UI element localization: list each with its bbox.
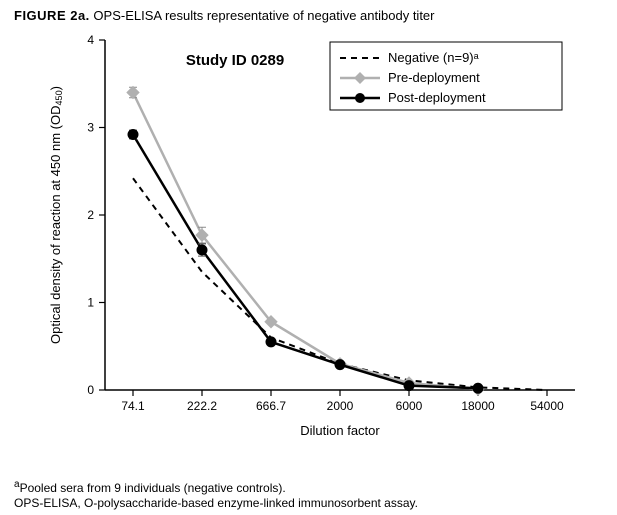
footnote-2: OPS-ELISA, O-polysaccharide-based enzyme… — [14, 496, 418, 510]
figure-caption: OPS-ELISA results representative of nega… — [93, 8, 434, 23]
svg-text:Dilution factor: Dilution factor — [300, 423, 380, 438]
svg-text:Study ID 0289: Study ID 0289 — [186, 52, 284, 69]
figure-title: FIGURE 2a. OPS-ELISA results representat… — [14, 8, 435, 23]
svg-text:2000: 2000 — [327, 399, 354, 413]
footnote-2-text: OPS-ELISA, O-polysaccharide-based enzyme… — [14, 496, 418, 510]
figure-page: FIGURE 2a. OPS-ELISA results representat… — [0, 0, 617, 515]
svg-text:3: 3 — [87, 121, 94, 135]
svg-text:4: 4 — [87, 33, 94, 47]
svg-text:Negative (n=9)a: Negative (n=9)a — [388, 50, 480, 65]
chart-svg: 0 1 2 3 4 74.1 222.2 666.7 2000 6000 18000 54000 Dil… — [40, 30, 600, 450]
svg-text:54000: 54000 — [530, 399, 564, 413]
svg-text:222.2: 222.2 — [187, 399, 217, 413]
svg-text:Post-deployment: Post-deployment — [388, 90, 486, 105]
figure-label: FIGURE 2a. — [14, 8, 90, 23]
footnote-1-text: Pooled sera from 9 individuals (negative… — [20, 481, 286, 495]
svg-text:18000: 18000 — [461, 399, 495, 413]
svg-text:2: 2 — [87, 208, 94, 222]
svg-text:0: 0 — [87, 383, 94, 397]
svg-text:74.1: 74.1 — [121, 399, 145, 413]
svg-text:Optical density of reaction at: Optical density of reaction at 450 nm (O… — [48, 86, 64, 344]
svg-text:666.7: 666.7 — [256, 399, 286, 413]
svg-text:6000: 6000 — [396, 399, 423, 413]
chart-container: 0 1 2 3 4 74.1 222.2 666.7 2000 6000 18000 54000 Dil… — [40, 30, 600, 450]
svg-text:Pre-deployment: Pre-deployment — [388, 70, 480, 85]
footnote-1: aPooled sera from 9 individuals (negativ… — [14, 479, 286, 495]
svg-text:1: 1 — [87, 296, 94, 310]
